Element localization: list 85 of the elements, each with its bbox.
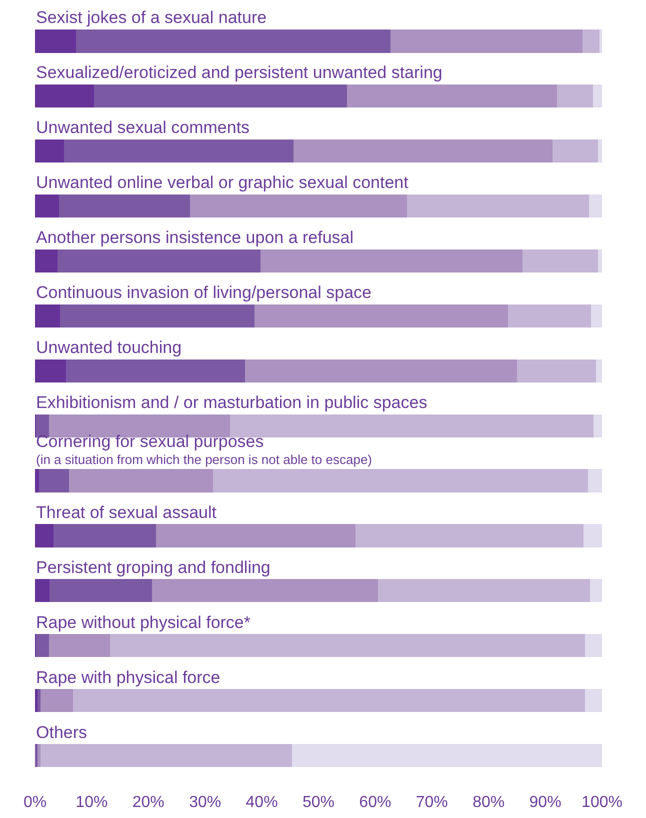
y-tick-label: Others [36, 723, 88, 742]
bar [390, 30, 583, 53]
bar [40, 689, 73, 712]
bar [598, 140, 602, 163]
y-tick-label: Rape without physical force* [36, 613, 251, 632]
bar [260, 249, 523, 273]
bar [292, 744, 602, 768]
y-tick-label: Unwanted touching [36, 338, 182, 357]
bar [254, 304, 508, 328]
x-tick-label: 30% [189, 794, 222, 811]
x-tick-label: 10% [76, 794, 108, 811]
bar [54, 524, 156, 548]
y-tick-label: Unwanted online verbal or graphic sexual content [36, 173, 409, 192]
bar [584, 689, 602, 712]
bar [230, 414, 594, 438]
bar [588, 194, 602, 218]
y-tick-label: Persistent groping and fondling [36, 558, 270, 577]
bar [35, 249, 58, 273]
bar [596, 359, 602, 382]
bar [58, 249, 261, 273]
bar [406, 194, 589, 218]
bar [152, 579, 378, 602]
bar [35, 524, 54, 548]
bar [66, 359, 245, 382]
bar [294, 140, 553, 163]
y-tick-label: Sexist jokes of a sexual nature [36, 8, 267, 27]
bar [35, 359, 66, 382]
bar [58, 194, 190, 218]
bar [516, 359, 596, 382]
bar [508, 304, 592, 328]
bar [190, 194, 407, 218]
bar [156, 524, 356, 548]
bar [522, 249, 598, 273]
y-tick-label: Continuous invasion of living/personal space [36, 283, 372, 302]
bar [35, 84, 94, 108]
bar [591, 304, 602, 328]
bar [588, 469, 602, 492]
bar [38, 469, 70, 492]
bar [213, 469, 588, 492]
bar [35, 194, 59, 218]
x-tick-label: 50% [302, 794, 335, 811]
x-tick-label: 100% [582, 794, 622, 811]
bar [35, 579, 50, 602]
bar [598, 249, 602, 273]
x-tick-label: 40% [246, 794, 278, 811]
y-tick-label: Another persons insistence upon a refusal [36, 228, 354, 247]
bar [35, 304, 60, 328]
y-tick-label: Unwanted sexual comments [36, 118, 250, 137]
bar [35, 140, 64, 163]
bar [72, 689, 585, 712]
x-tick-label: 20% [132, 794, 164, 811]
bar [110, 634, 585, 658]
bar [35, 469, 39, 492]
bar [584, 634, 602, 658]
bar [35, 30, 76, 53]
bar [583, 524, 602, 548]
bar [592, 84, 602, 108]
x-tick-label: 0% [23, 794, 47, 811]
bar [36, 634, 50, 658]
bar [355, 524, 584, 548]
bar [594, 414, 602, 438]
y-tick-label: Cornering for sexual purposes (in a situation from which the person is not able to escape) [36, 432, 372, 467]
bar [590, 579, 602, 602]
bar [76, 30, 391, 53]
bar [40, 744, 292, 768]
bar [94, 84, 347, 108]
bar [378, 579, 590, 602]
bar [552, 140, 598, 163]
bar [50, 579, 152, 602]
bar [582, 30, 600, 53]
y-tick-label: Rape with physical force [36, 668, 220, 687]
bar [60, 304, 254, 328]
x-tick-label: 70% [416, 794, 448, 811]
bar [346, 84, 558, 108]
x-tick-label: 90% [529, 794, 562, 811]
x-tick-label: 80% [472, 794, 505, 811]
bar [557, 84, 593, 108]
y-tick-label: Sexualized/eroticized and persistent unwanted staring [36, 63, 442, 82]
bar [69, 469, 214, 492]
bar [64, 140, 294, 163]
y-tick-label: Threat of sexual assault [36, 503, 217, 522]
y-tick-label: Exhibitionism and / or masturbation in public spaces [36, 393, 428, 412]
bar [49, 634, 110, 658]
bar [244, 359, 517, 382]
x-tick-label: 60% [359, 794, 392, 811]
